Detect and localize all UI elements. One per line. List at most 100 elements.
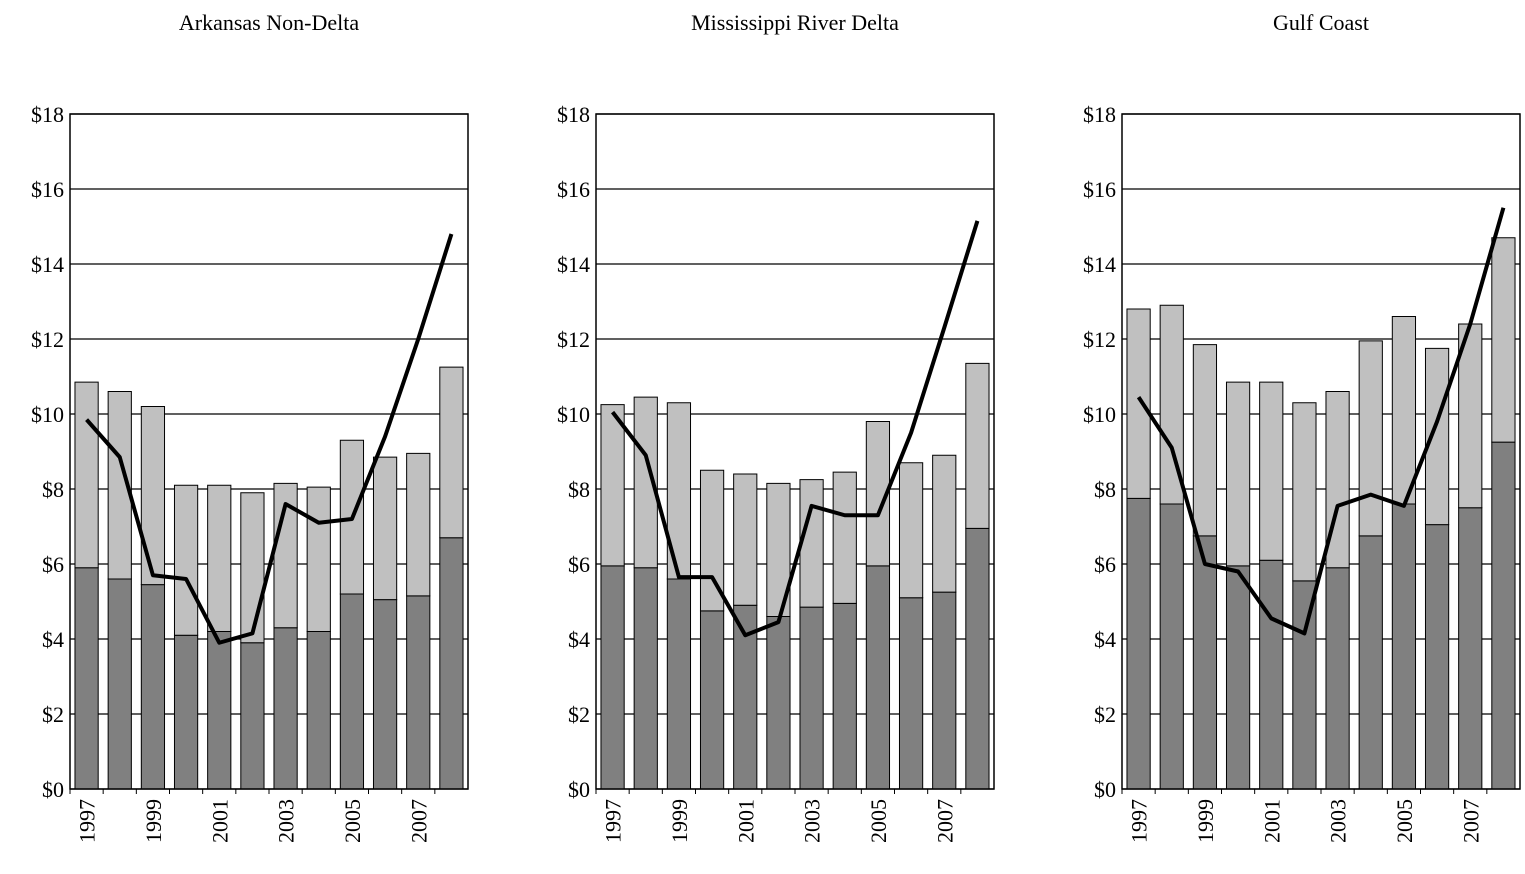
bar (1424, 524, 1450, 790)
y-tick-label: $18 (1083, 102, 1116, 127)
bar (74, 567, 99, 790)
x-tick-label: 1997 (75, 799, 100, 843)
y-tick-label: $6 (568, 552, 590, 577)
bar (1192, 535, 1218, 790)
bar (1225, 381, 1251, 567)
y-tick-label: $0 (568, 777, 590, 802)
bar (932, 454, 957, 593)
chart: Arkansas Non-Delta $0 $2 $4 $6 $8 $10 $12 $14 $16… (31, 10, 469, 843)
y-tick-label: $2 (568, 702, 590, 727)
bar (406, 452, 431, 597)
bar (865, 565, 891, 790)
bar (173, 484, 199, 636)
bar (832, 471, 857, 604)
x-tick-label: 1999 (141, 799, 166, 843)
bar (1259, 559, 1284, 790)
bar (600, 565, 625, 790)
bar (273, 627, 298, 790)
y-tick-label: $14 (557, 252, 590, 277)
bar (107, 578, 132, 790)
bar (965, 362, 990, 529)
bar (666, 578, 692, 790)
x-tick-label: 2007 (1458, 799, 1483, 843)
y-tick-label: $18 (31, 102, 64, 127)
bar (799, 479, 824, 608)
y-tick-label: $8 (1094, 477, 1116, 502)
y-tick-label: $4 (42, 627, 64, 652)
x-tick-label: 2007 (932, 799, 957, 843)
bar (306, 631, 331, 790)
bar (207, 631, 232, 790)
y-tick-label: $12 (31, 327, 64, 352)
x-tick-label: 1999 (667, 799, 692, 843)
bar (1325, 567, 1350, 790)
y-tick-label: $4 (1094, 627, 1116, 652)
bar (1458, 507, 1483, 790)
y-tick-label: $6 (42, 552, 64, 577)
y-tick-label: $16 (1083, 177, 1116, 202)
line (85, 233, 454, 645)
bar (372, 456, 398, 601)
chart: Gulf Coast $0 $2 $4 $6 $8 $10 $12 $14 $16 $18 1997 1… (1083, 10, 1521, 843)
bar (1292, 402, 1317, 582)
y-tick-label: $16 (31, 177, 64, 202)
chart: Mississippi River Delta $0 $2 $4 $6 $8 $10 $12 $… (557, 10, 995, 843)
y-tick-label: $12 (1083, 327, 1116, 352)
bar (1225, 565, 1251, 790)
bar (1358, 340, 1383, 537)
bar (1391, 316, 1417, 505)
bar (1126, 308, 1151, 499)
bar (372, 599, 398, 790)
line (1136, 207, 1506, 636)
bar (406, 595, 431, 790)
bar (898, 462, 924, 599)
bar (733, 473, 758, 606)
x-tick-label: 2003 (274, 799, 299, 843)
y-tick-label: $4 (568, 627, 590, 652)
y-tick-label: $2 (1094, 702, 1116, 727)
y-tick-label: $18 (557, 102, 590, 127)
x-tick-label: 2005 (866, 799, 891, 843)
y-tick-label: $0 (1094, 777, 1116, 802)
y-tick-label: $6 (1094, 552, 1116, 577)
y-tick-label: $10 (557, 402, 590, 427)
bar (1159, 503, 1184, 790)
x-tick-label: 1999 (1193, 799, 1218, 843)
bar (74, 381, 99, 569)
y-tick-label: $12 (557, 327, 590, 352)
x-tick-label: 1997 (601, 799, 626, 843)
bar (766, 616, 791, 790)
bar (240, 642, 265, 790)
line (610, 220, 980, 638)
bar (898, 597, 924, 790)
bar (932, 591, 957, 790)
x-tick-label: 2001 (207, 799, 232, 843)
chart-title: Arkansas Non-Delta (179, 10, 359, 35)
x-tick-label: 2007 (406, 799, 431, 843)
bar (1491, 237, 1516, 443)
x-tick-label: 2005 (340, 799, 365, 843)
bar (140, 406, 166, 586)
bar (1126, 497, 1151, 790)
y-tick-label: $14 (1083, 252, 1116, 277)
bar (1424, 347, 1450, 526)
x-tick-label: 2003 (800, 799, 825, 843)
bar (600, 404, 625, 567)
bar (865, 421, 891, 567)
bar (633, 567, 658, 790)
bar (633, 396, 658, 569)
x-tick-label: 1997 (1127, 799, 1152, 843)
y-tick-label: $8 (568, 477, 590, 502)
bar (1491, 441, 1516, 790)
y-tick-label: $10 (31, 402, 64, 427)
x-tick-label: 2001 (733, 799, 758, 843)
x-tick-label: 2001 (1259, 799, 1284, 843)
bar (240, 492, 265, 644)
bar (799, 606, 824, 790)
bar (832, 602, 857, 790)
bar (1159, 304, 1184, 505)
chart-title: Gulf Coast (1273, 10, 1369, 35)
bar (140, 584, 166, 790)
x-tick-label: 2005 (1392, 799, 1417, 843)
